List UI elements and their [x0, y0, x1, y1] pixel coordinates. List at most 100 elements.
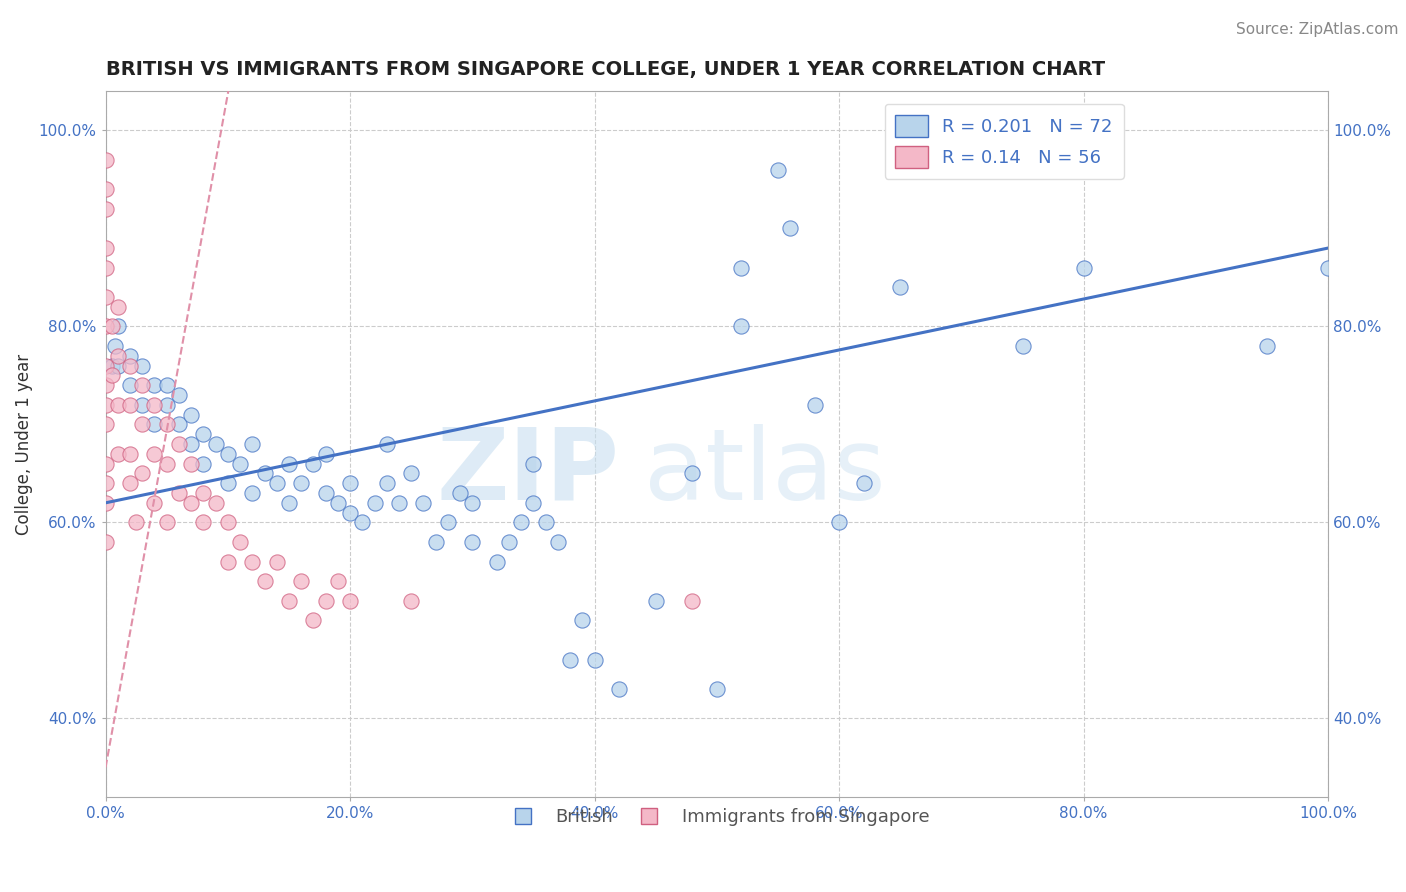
Point [240, 486, 263, 500]
Text: atlas: atlas [644, 424, 886, 521]
Point [302, 457, 325, 471]
Point [167, 437, 190, 451]
Point [253, 467, 276, 481]
Y-axis label: College, Under 1 year: College, Under 1 year [15, 353, 32, 534]
Point [766, 162, 789, 177]
Point [167, 486, 190, 500]
Point [193, 427, 215, 442]
Point [339, 476, 361, 491]
Point [730, 319, 752, 334]
Point [143, 417, 166, 432]
Point [94, 457, 117, 471]
Point [217, 516, 239, 530]
Point [94, 535, 117, 549]
Point [828, 516, 851, 530]
Point [94, 319, 117, 334]
Point [118, 378, 141, 392]
Point [315, 486, 337, 500]
Point [644, 594, 666, 608]
Point [730, 260, 752, 275]
Point [94, 496, 117, 510]
Point [681, 594, 703, 608]
Point [326, 496, 349, 510]
Point [571, 614, 593, 628]
Point [100, 359, 122, 373]
Point [522, 457, 544, 471]
Point [94, 398, 117, 412]
Point [107, 300, 129, 314]
Point [461, 535, 484, 549]
Point [412, 496, 434, 510]
Point [1256, 339, 1278, 353]
Point [253, 574, 276, 589]
Point [583, 652, 606, 666]
Point [118, 359, 141, 373]
Point [118, 349, 141, 363]
Point [180, 408, 202, 422]
Text: Source: ZipAtlas.com: Source: ZipAtlas.com [1236, 22, 1399, 37]
Point [229, 535, 252, 549]
Point [278, 594, 301, 608]
Point [143, 398, 166, 412]
Point [94, 359, 117, 373]
Point [143, 496, 166, 510]
Point [229, 457, 252, 471]
Point [156, 398, 179, 412]
Point [560, 652, 582, 666]
Point [156, 378, 179, 392]
Point [125, 516, 148, 530]
Point [266, 476, 288, 491]
Point [1011, 339, 1033, 353]
Point [180, 437, 202, 451]
Point [352, 516, 374, 530]
Point [193, 516, 215, 530]
Point [315, 594, 337, 608]
Point [461, 496, 484, 510]
Point [375, 476, 398, 491]
Point [131, 417, 153, 432]
Point [240, 437, 263, 451]
Point [290, 476, 312, 491]
Point [302, 614, 325, 628]
Point [180, 496, 202, 510]
Point [107, 398, 129, 412]
Point [156, 457, 179, 471]
Point [107, 349, 129, 363]
Point [607, 681, 630, 696]
Point [94, 476, 117, 491]
Point [339, 506, 361, 520]
Point [94, 153, 117, 167]
Point [193, 486, 215, 500]
Point [522, 496, 544, 510]
Point [100, 368, 122, 383]
Point [94, 378, 117, 392]
Point [388, 496, 411, 510]
Point [94, 241, 117, 255]
Point [94, 290, 117, 304]
Point [326, 574, 349, 589]
Point [803, 398, 825, 412]
Point [118, 398, 141, 412]
Point [437, 516, 460, 530]
Point [363, 496, 385, 510]
Point [315, 447, 337, 461]
Point [375, 437, 398, 451]
Point [1317, 260, 1340, 275]
Point [167, 417, 190, 432]
Point [278, 457, 301, 471]
Point [167, 388, 190, 402]
Point [204, 437, 226, 451]
Point [485, 555, 508, 569]
Point [510, 516, 533, 530]
Point [94, 260, 117, 275]
Point [217, 447, 239, 461]
Point [156, 516, 179, 530]
Point [399, 594, 422, 608]
Legend: British, Immigrants from Singapore: British, Immigrants from Singapore [498, 801, 936, 834]
Point [240, 555, 263, 569]
Point [399, 467, 422, 481]
Point [217, 476, 239, 491]
Point [217, 555, 239, 569]
Point [94, 417, 117, 432]
Point [118, 447, 141, 461]
